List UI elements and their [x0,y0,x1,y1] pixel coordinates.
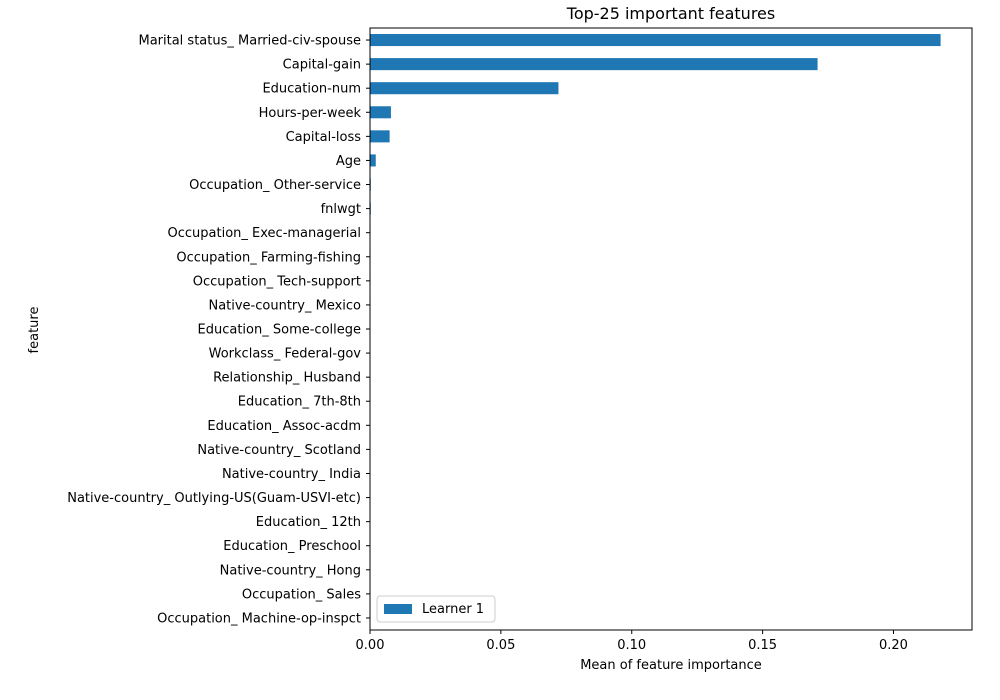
y-tick-label: Education-num [262,82,361,97]
y-tick-label: Hours-per-week [259,106,362,121]
y-tick-label: Education_ Assoc-acdm [207,419,361,434]
y-tick-label: Occupation_ Other-service [189,178,361,193]
x-tick-label: 0.10 [617,638,646,653]
y-tick-label: fnlwgt [321,202,361,217]
y-tick-label: Native-country_ Scotland [197,443,361,458]
bar [370,58,818,71]
y-tick-label: Capital-loss [286,130,362,145]
legend-label: Learner 1 [422,602,484,617]
y-tick-label: Capital-gain [283,58,361,73]
y-tick-label: Occupation_ Sales [242,587,361,602]
x-tick-label: 0.15 [748,638,777,653]
y-tick-label: Marital status_ Married-civ-spouse [138,34,361,49]
bar [370,154,376,167]
bar [370,106,391,119]
bar [370,82,559,95]
y-tick-label: Occupation_ Farming-fishing [176,250,361,265]
y-tick-label: Native-country_ Hong [220,563,361,578]
plot-area: Marital status_ Married-civ-spouse Capita… [67,27,973,653]
bar [370,34,941,47]
x-tick-label: 0.00 [356,638,385,653]
y-tick-label: Native-country_ Outlying-US(Guam-USVI-et… [67,491,361,506]
y-tick-label: Occupation_ Exec-managerial [168,226,361,241]
plot-frame [369,27,973,631]
y-tick-label: Native-country_ India [222,467,361,482]
legend-swatch [384,604,412,614]
y-tick-label: Workclass_ Federal-gov [209,347,362,362]
y-tick-label: Education_ Preschool [223,539,361,554]
y-tick-label: Education_ Some-college [198,323,361,338]
legend: Learner 1 [376,595,496,623]
y-tick-label: Occupation_ Tech-support [193,274,361,289]
y-tick-label: Education_ 12th [256,515,361,530]
y-tick-label: Native-country_ Mexico [208,298,361,313]
bar [370,130,390,143]
legend-frame [376,595,496,623]
y-tick-label: Education_ 7th-8th [238,395,361,410]
y-axis-label: feature [27,307,42,354]
x-axis-label: Mean of feature importance [580,658,762,673]
x-tick-label: 0.20 [879,638,908,653]
y-tick-label: Occupation_ Machine-op-inspct [157,611,361,626]
y-tick-label: Relationship_ Husband [213,371,361,386]
x-tick-label: 0.05 [486,638,515,653]
y-tick-label: Age [336,154,361,169]
chart-title: Top-25 important features [566,4,775,23]
